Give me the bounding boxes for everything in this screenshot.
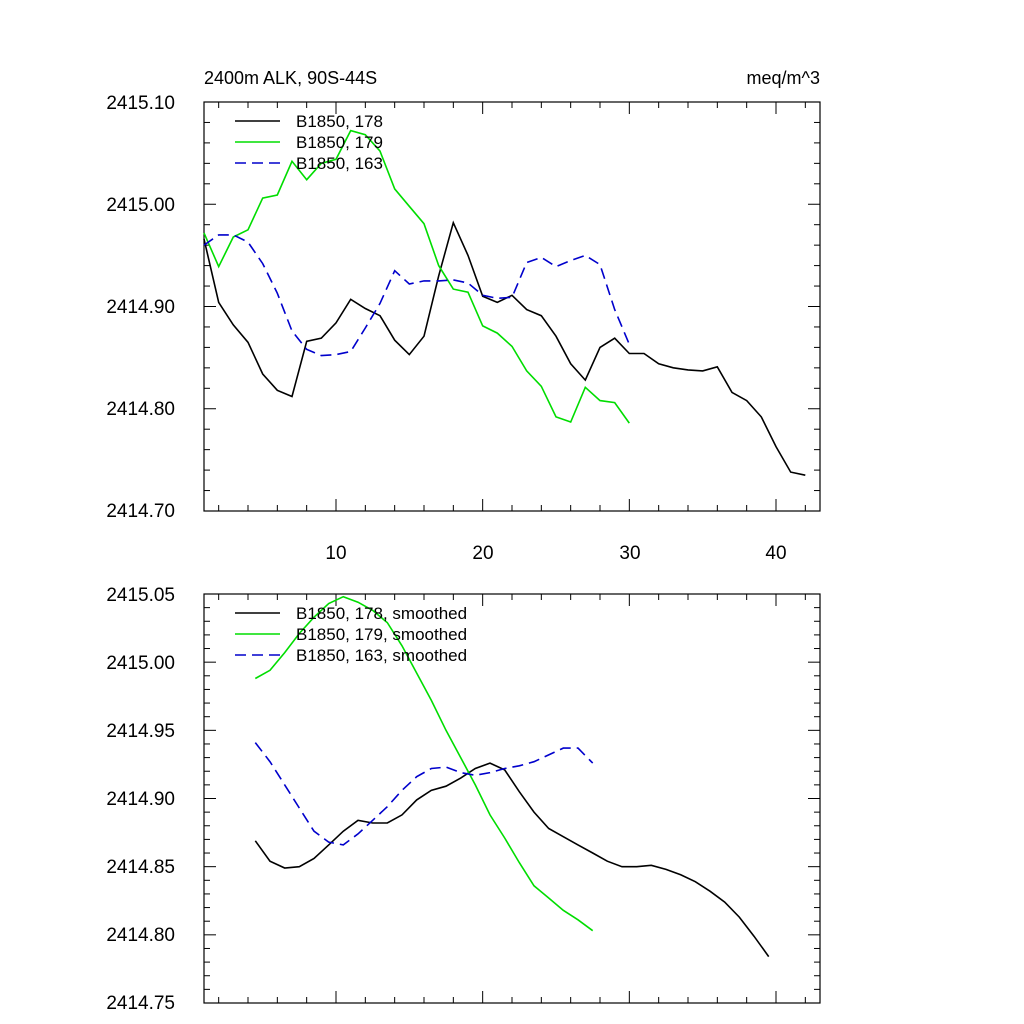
y-tick-label: 2414.80 bbox=[106, 399, 175, 420]
top-panel: 2400m ALK, 90S-44S meq/m^3 B1850, 178 B1… bbox=[106, 68, 821, 564]
y-tick-label: 2415.00 bbox=[106, 653, 175, 674]
panel-title: 2400m ALK, 90S-44S bbox=[204, 68, 377, 88]
y-tick-label: 2414.80 bbox=[106, 925, 175, 946]
legend-label-178-smoothed: B1850, 178, smoothed bbox=[296, 604, 467, 623]
x-tick-label: 10 bbox=[325, 543, 346, 564]
x-tick-label: 40 bbox=[765, 543, 786, 564]
series-lines bbox=[203, 129, 806, 476]
x-tick-label: 20 bbox=[472, 543, 493, 564]
y-tick-label: 2414.75 bbox=[106, 993, 175, 1014]
legend: B1850, 178, smoothed B1850, 179, smoothe… bbox=[235, 604, 467, 665]
axis-ticks bbox=[204, 101, 820, 512]
legend-label-179-smoothed: B1850, 179, smoothed bbox=[296, 625, 467, 644]
legend-label-178: B1850, 178 bbox=[296, 112, 383, 131]
series-line-b1850-178 bbox=[203, 220, 806, 476]
y-tick-label: 2415.10 bbox=[106, 93, 175, 114]
x-tick-label: 30 bbox=[619, 543, 640, 564]
bottom-panel: B1850, 178, smoothed B1850, 179, smoothe… bbox=[106, 585, 821, 1014]
series-lines bbox=[254, 595, 770, 958]
legend-label-163-smoothed: B1850, 163, smoothed bbox=[296, 646, 467, 665]
series-line-b1850-163 bbox=[203, 234, 631, 357]
y-tick-label: 2415.00 bbox=[106, 195, 175, 216]
y-tick-labels: 2414.70 2414.80 2414.90 2415.00 2415.10 bbox=[106, 93, 175, 522]
y-tick-label: 2414.70 bbox=[106, 501, 175, 522]
series-line-b1850-163-smoothed bbox=[254, 742, 594, 846]
legend-label-163: B1850, 163 bbox=[296, 154, 383, 173]
y-tick-labels: 2414.75 2414.80 2414.85 2414.90 2414.95 … bbox=[106, 585, 175, 1014]
series-line-b1850-179 bbox=[203, 129, 630, 424]
legend: B1850, 178 B1850, 179 B1850, 163 bbox=[235, 112, 383, 173]
y-tick-label: 2414.90 bbox=[106, 297, 175, 318]
series-line-b1850-179-smoothed bbox=[254, 595, 594, 932]
y-tick-label: 2414.90 bbox=[106, 789, 175, 810]
y-tick-label: 2414.85 bbox=[106, 857, 175, 878]
axis-ticks bbox=[204, 593, 820, 1004]
legend-label-179: B1850, 179 bbox=[296, 133, 383, 152]
series-line-b1850-178-smoothed bbox=[254, 762, 770, 958]
y-tick-label: 2414.95 bbox=[106, 721, 175, 742]
units-label: meq/m^3 bbox=[747, 68, 820, 88]
y-tick-label: 2415.05 bbox=[106, 585, 175, 606]
x-tick-labels: 10 20 30 40 bbox=[325, 543, 786, 564]
